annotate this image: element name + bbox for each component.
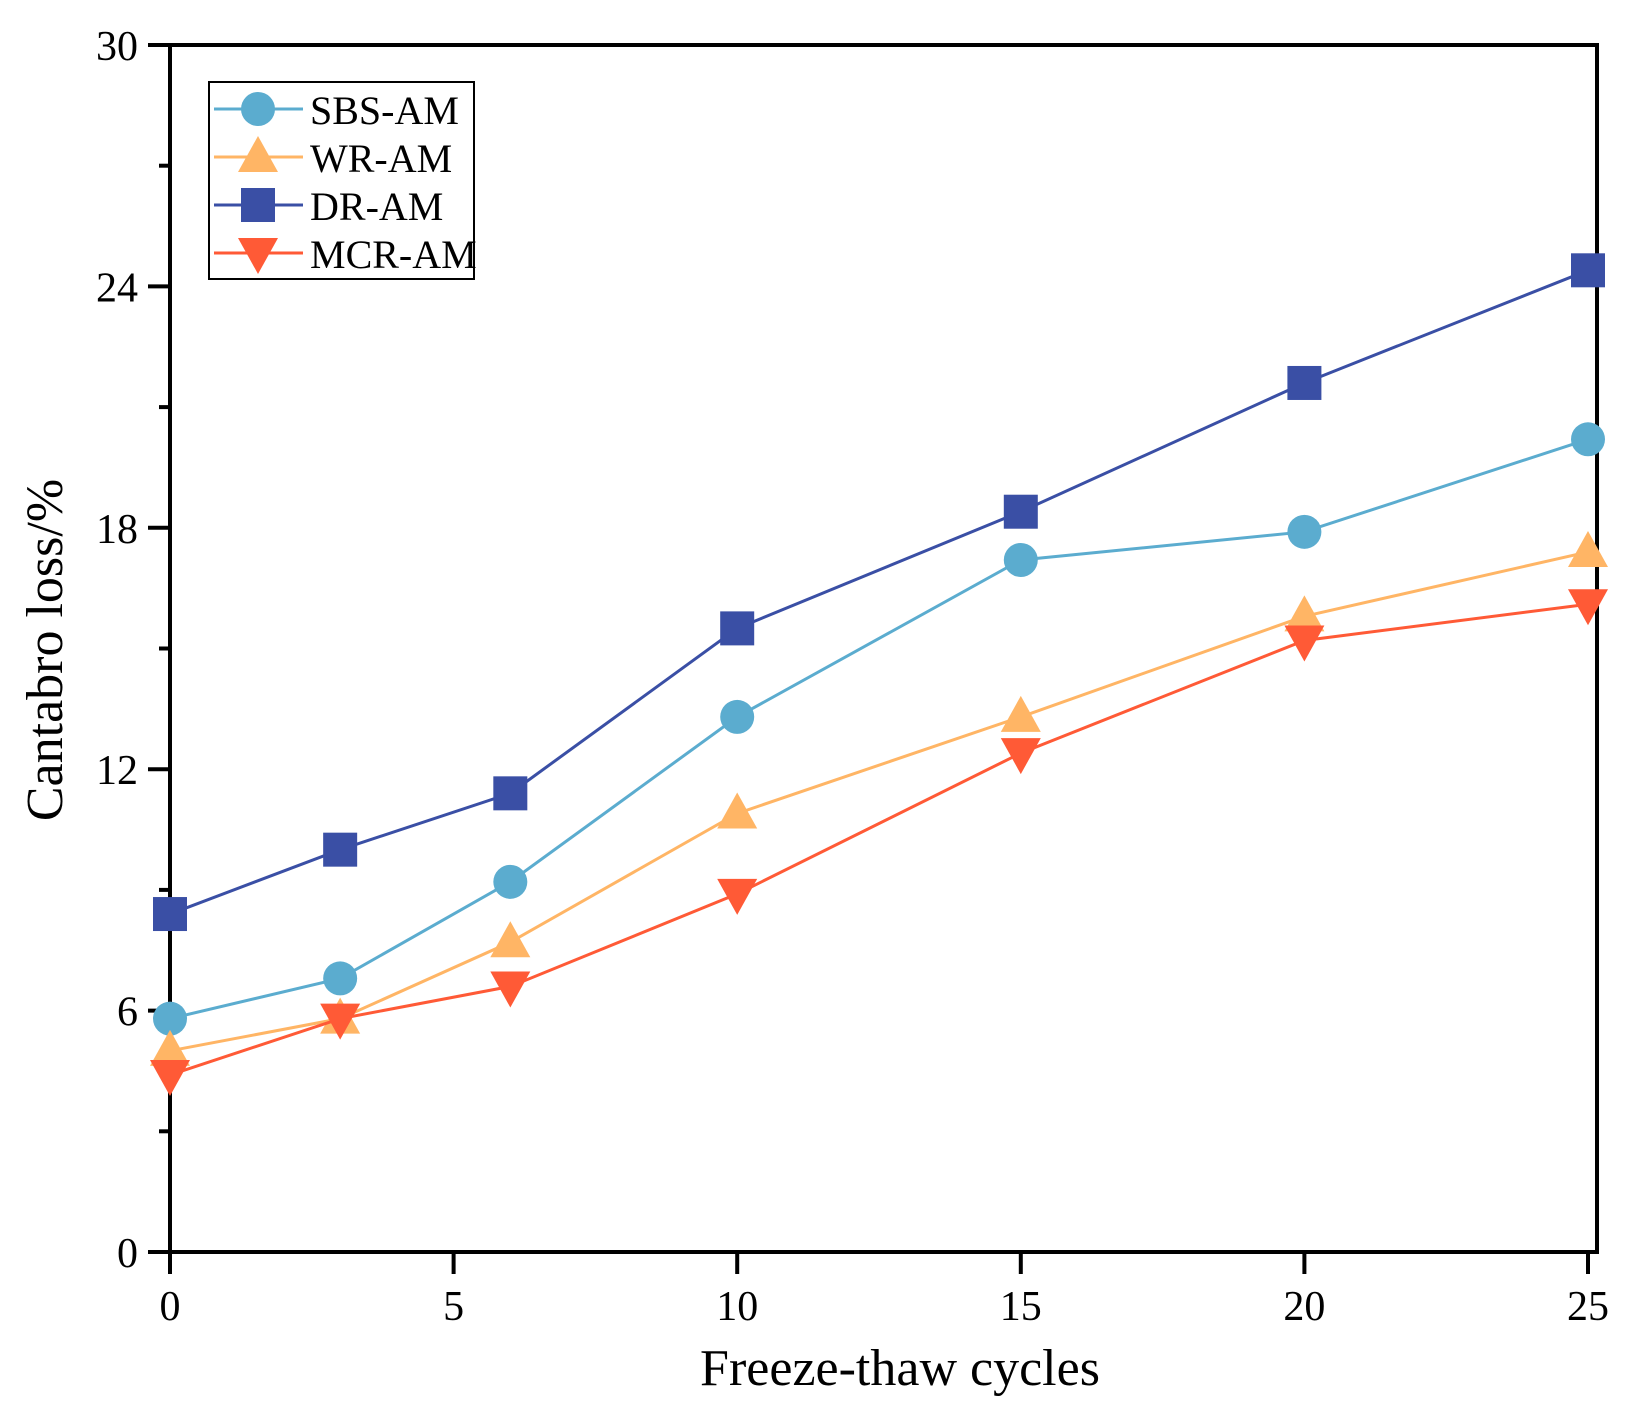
series-line bbox=[169, 550, 1589, 1053]
data-point bbox=[1000, 738, 1041, 775]
series-line bbox=[169, 602, 1589, 1077]
legend-label: WR-AM bbox=[310, 136, 452, 181]
legend-item: SBS-AM bbox=[214, 88, 459, 133]
data-point bbox=[1287, 514, 1322, 549]
data-point bbox=[490, 921, 531, 958]
data-point bbox=[323, 832, 358, 867]
data-point bbox=[150, 1029, 190, 1066]
legend-label: MCR-AM bbox=[310, 232, 477, 277]
series-sbs-am bbox=[153, 422, 1605, 1036]
legend-item: WR-AM bbox=[214, 136, 452, 181]
y-axis-label: Cantabro loss/% bbox=[17, 479, 74, 821]
data-point bbox=[720, 611, 755, 646]
x-tick-label: 25 bbox=[1567, 1284, 1609, 1330]
y-tick-label: 30 bbox=[96, 24, 138, 70]
data-point bbox=[490, 971, 531, 1008]
data-point bbox=[1568, 530, 1608, 567]
data-point bbox=[1568, 589, 1608, 626]
data-point bbox=[153, 1001, 187, 1036]
data-point bbox=[1287, 365, 1322, 400]
y-tick-label: 18 bbox=[96, 507, 138, 553]
data-point bbox=[153, 897, 187, 932]
series-wr-am bbox=[150, 530, 1608, 1066]
data-point bbox=[493, 864, 528, 899]
x-tick-label: 15 bbox=[1000, 1284, 1042, 1330]
series-layer bbox=[150, 253, 1608, 1096]
axes: 0 6 12 18 24 30 0 5 10 15 20 25 bbox=[96, 24, 1609, 1330]
x-tick-label: 0 bbox=[160, 1284, 181, 1330]
series-dr-am bbox=[153, 253, 1605, 932]
y-tick-label: 6 bbox=[117, 990, 138, 1036]
legend-label: SBS-AM bbox=[310, 88, 459, 133]
data-point bbox=[1284, 625, 1325, 662]
legend-label: DR-AM bbox=[310, 184, 443, 229]
legend-item: DR-AM bbox=[214, 184, 443, 229]
x-axis-label: Freeze-thaw cycles bbox=[700, 1340, 1100, 1397]
y-tick-label: 0 bbox=[117, 1231, 138, 1277]
y-tick-label: 24 bbox=[96, 265, 138, 311]
legend-marker bbox=[241, 92, 275, 126]
data-point bbox=[1284, 595, 1325, 632]
y-tick-label: 12 bbox=[96, 748, 138, 794]
data-point bbox=[1003, 542, 1038, 577]
series-mcr-am bbox=[150, 589, 1608, 1096]
data-point bbox=[1571, 253, 1605, 288]
data-point bbox=[720, 699, 755, 734]
series-line bbox=[169, 437, 1589, 1021]
data-point bbox=[717, 792, 758, 829]
legend-marker bbox=[241, 188, 275, 222]
data-point bbox=[1000, 695, 1041, 732]
legend-item: MCR-AM bbox=[214, 232, 477, 277]
series-line bbox=[169, 268, 1589, 916]
x-tick-label: 5 bbox=[443, 1284, 464, 1330]
data-point bbox=[493, 776, 528, 811]
data-point bbox=[1003, 494, 1038, 529]
data-point bbox=[323, 961, 358, 996]
legend-marker bbox=[238, 238, 278, 274]
data-point bbox=[320, 1003, 361, 1040]
x-tick-label: 20 bbox=[1283, 1284, 1325, 1330]
data-point bbox=[150, 1059, 190, 1096]
data-point bbox=[717, 878, 758, 915]
legend-marker bbox=[238, 136, 278, 172]
x-tick-label: 10 bbox=[716, 1284, 758, 1330]
data-point bbox=[1571, 422, 1605, 457]
